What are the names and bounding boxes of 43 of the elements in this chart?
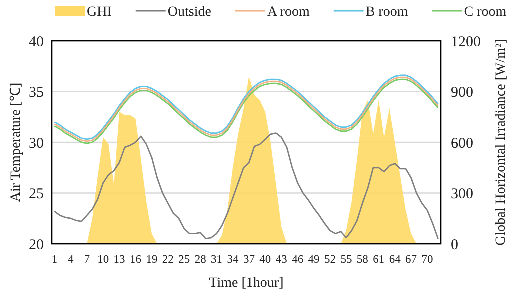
x-tick-label: 49 xyxy=(308,254,320,266)
x-tick-label: 13 xyxy=(114,254,126,266)
x-tick-label: 4 xyxy=(68,254,74,266)
legend-label: A room xyxy=(267,4,310,20)
x-tick-label: 1 xyxy=(52,254,58,266)
x-tick-label: 7 xyxy=(84,254,90,266)
x-axis-title: Time [1hour] xyxy=(209,276,284,291)
y2-tick-label: 1200 xyxy=(451,34,481,50)
y2-axis-title: Global Horizontal Irradiance [W/m²] xyxy=(494,39,509,246)
y2-tick-label: 0 xyxy=(451,237,458,254)
y-tick-label: 30 xyxy=(29,136,44,152)
x-tick-label: 10 xyxy=(98,254,110,266)
line-series xyxy=(54,132,439,240)
x-tick-label: 61 xyxy=(373,254,385,266)
x-tick-label: 31 xyxy=(211,254,223,266)
y-tick-label: 25 xyxy=(29,186,44,202)
x-tick-label: 70 xyxy=(422,254,434,266)
x-tick-label: 67 xyxy=(406,254,418,266)
x-tick-label: 22 xyxy=(162,254,174,266)
y-tick-label: 20 xyxy=(29,237,44,254)
x-tick-label: 52 xyxy=(324,254,336,266)
y-tick-label: 40 xyxy=(29,34,44,50)
x-tick-label: 34 xyxy=(227,254,239,266)
y2-tick-label: 600 xyxy=(451,136,474,152)
x-tick-label: 25 xyxy=(178,254,190,266)
x-tick-label: 19 xyxy=(146,254,158,266)
x-tick-label: 55 xyxy=(340,254,352,266)
x-tick-label: 16 xyxy=(130,254,142,266)
x-tick-label: 58 xyxy=(356,254,369,266)
legend-label: GHI xyxy=(87,4,112,20)
y2-tick-label: 900 xyxy=(451,85,474,101)
x-tick-label: 37 xyxy=(243,254,256,266)
x-tick-label: 28 xyxy=(194,254,207,266)
x-tick-label: 64 xyxy=(389,254,402,266)
legend-label: C room xyxy=(464,4,507,20)
x-tick-label: 46 xyxy=(292,254,304,266)
y-tick-label: 35 xyxy=(29,85,44,101)
legend-label: Outside xyxy=(168,4,212,20)
x-tick-label: 43 xyxy=(276,254,288,266)
y-axis-title: Air Temperature [℃] xyxy=(9,82,24,202)
legend-label: B room xyxy=(366,4,408,20)
x-tick-label: 40 xyxy=(260,254,272,266)
y2-tick-label: 300 xyxy=(451,186,474,202)
